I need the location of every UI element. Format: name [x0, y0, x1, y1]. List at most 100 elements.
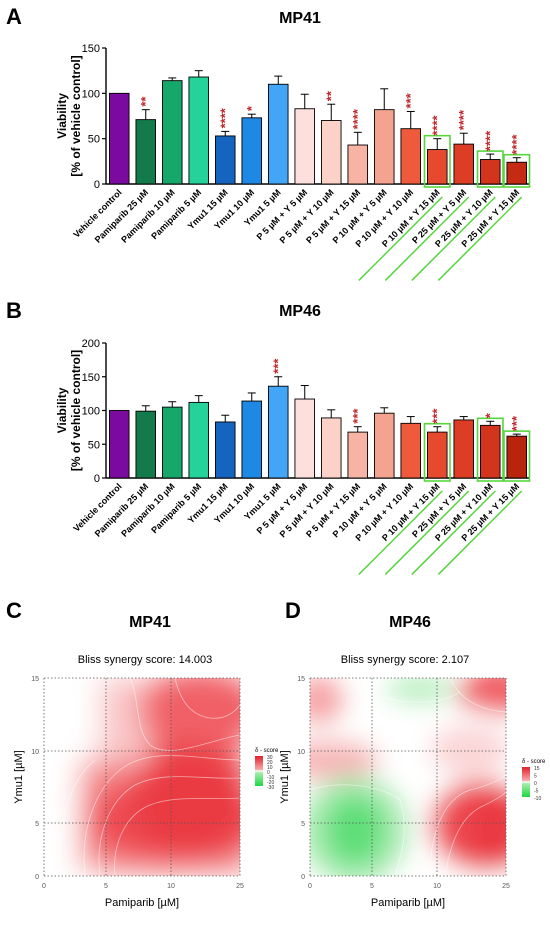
significance-label: ****: [509, 134, 524, 155]
x-axis-label: Pamiparib [µM]: [105, 897, 179, 909]
chart-a-title: MP41: [279, 10, 321, 27]
y-tick-label: 100: [82, 406, 100, 418]
y-tick-label: 0: [35, 874, 39, 881]
y-tick-label: 15: [297, 676, 305, 683]
x-tick-label: 10: [433, 883, 441, 890]
y-tick-label: 10: [297, 749, 305, 756]
highlight-box: [503, 430, 531, 482]
significance-label: ***: [350, 408, 365, 424]
bar: [294, 108, 316, 185]
x-tick-label: 5: [370, 883, 374, 890]
highlight-box: [476, 417, 504, 482]
x-axis-label: Pamiparib [µM]: [371, 897, 445, 909]
heatmap-c-axis: 0 5 10 25 0 5 10 15 Pamiparib [µM] Ymu1 [µM]: [13, 676, 244, 909]
legend-tick-label: -10: [534, 796, 541, 802]
significance-label: ****: [429, 114, 444, 135]
legend-tick-label: -10: [267, 775, 274, 781]
category-underline: [437, 490, 523, 575]
bar: [479, 159, 501, 185]
highlight-box: [503, 153, 531, 188]
y-axis-label-line2: [% of vehicle control]: [69, 55, 83, 176]
legend-tick-label: 0: [267, 770, 270, 776]
chart-c-title: MP41: [129, 614, 171, 631]
legend-tick-label: -30: [267, 785, 274, 791]
category-underline: [358, 196, 443, 281]
bar: [161, 80, 183, 185]
heatmap-c-legend-bar: [255, 756, 263, 786]
bar: [188, 76, 210, 185]
significance-label: ***: [509, 415, 524, 431]
legend-title: δ - score: [522, 759, 546, 765]
y-tick-label: 5: [35, 821, 39, 828]
x-tick-label: 25: [236, 883, 244, 890]
y-tick-label: 0: [94, 179, 100, 191]
highlight-box: [476, 150, 504, 188]
heatmap-d-surface: [310, 678, 506, 876]
x-tick-label: 0: [308, 883, 312, 890]
bar-chart-b: 0 50 100 150 200 Viability [% of vehicle contr…: [55, 338, 531, 575]
bar: [320, 120, 342, 185]
bar: [453, 419, 475, 479]
legend-title: δ - score: [255, 748, 279, 754]
significance-label: *: [244, 105, 259, 111]
heatmap-c-surface: [44, 678, 240, 876]
y-tick-label: 50: [88, 134, 100, 146]
significance-label: ***: [429, 408, 444, 424]
y-tick-label: 0: [301, 874, 305, 881]
y-tick-label: 100: [82, 88, 100, 100]
heatmap-c: 0 5 10 25 0 5 10 15 Pamiparib [µM] Ymu1 [µM] δ - …: [13, 676, 279, 909]
chart-c-subtitle: Bliss synergy score: 14.003: [77, 654, 213, 666]
bar: [453, 143, 475, 185]
x-tick-label: 0: [42, 883, 46, 890]
bar: [188, 401, 210, 479]
category-underline: [358, 490, 443, 575]
significance-label: ****: [350, 108, 365, 129]
panel-letter-c: C: [6, 598, 22, 623]
bar: [161, 406, 183, 479]
significance-label: ****: [217, 107, 232, 128]
category-underline: [437, 196, 523, 281]
bar: [267, 385, 289, 479]
legend-tick-label: -20: [267, 780, 274, 786]
chart-d-subtitle: Bliss synergy score: 2.107: [340, 654, 470, 666]
x-tick-label: 10: [167, 883, 175, 890]
bar: [506, 161, 528, 185]
y-tick-label: 200: [82, 338, 100, 350]
legend-tick-label: -5: [534, 789, 539, 795]
bar: [108, 410, 130, 479]
bar-chart-a: 0 50 100 150 Viability [% of vehicle control]…: [55, 43, 531, 281]
bar: [320, 417, 342, 479]
y-tick-label: 5: [301, 821, 305, 828]
y-tick-label: 50: [88, 439, 100, 451]
bar: [241, 117, 263, 185]
bar: [241, 400, 263, 479]
heatmap-d-grid: [309, 677, 507, 877]
legend-tick-label: 30: [267, 755, 273, 761]
bar: [347, 144, 369, 185]
bar: [400, 128, 422, 185]
y-tick-label: 15: [31, 676, 39, 683]
y-tick-label: 10: [31, 749, 39, 756]
bar: [294, 398, 316, 479]
significance-label: *: [482, 412, 497, 418]
significance-label: ****: [456, 109, 471, 130]
bar: [426, 431, 448, 479]
bar: [506, 435, 528, 479]
bar: [373, 412, 395, 479]
highlight-box: [423, 422, 451, 482]
category-underline: [384, 490, 470, 575]
y-axis-label-line2: [% of vehicle control]: [69, 350, 83, 471]
y-axis-label: Ymu1 [µM]: [13, 750, 25, 803]
y-tick-label: 150: [82, 43, 100, 55]
heatmap-d-contours: [310, 678, 506, 876]
heatmap-d-legend-bar: [522, 767, 530, 797]
legend-tick-label: 0: [534, 781, 537, 787]
x-tick-label: 25: [502, 883, 510, 890]
panel-letter-b: B: [6, 298, 22, 323]
category-underline: [411, 196, 496, 281]
bar: [108, 92, 130, 185]
